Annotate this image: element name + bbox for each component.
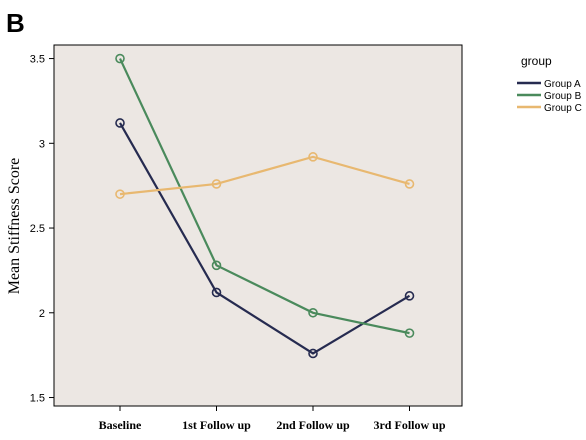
panel-label: B [6,8,25,38]
series-line-group-c [119,155,410,196]
data-point-group-a [115,118,125,128]
series-line-group-b [119,58,410,335]
series-line-group-a [119,122,411,355]
series-layer [115,53,415,359]
x-axis: Baseline 1st Follow up 2nd Follow up 3rd Fo… [99,406,446,432]
data-point-group-a [211,287,222,298]
x-tick-label: Baseline [99,418,142,432]
legend-label-group-a: Group A [544,79,581,90]
x-tick-label: 1st Follow up [182,418,251,432]
y-tick-label: 1.5 [30,393,45,405]
x-tick-label: 2nd Follow up [276,418,350,432]
plot-area [53,44,463,407]
data-point-group-c [404,179,415,189]
legend-label-group-b: Group B [544,91,582,102]
data-point-group-b [308,307,318,318]
data-point-group-b [211,260,222,271]
data-point-group-c [211,179,222,189]
y-tick-label: 2 [39,308,45,320]
y-tick-label: 3 [39,138,45,150]
data-point-group-a [308,348,318,359]
y-axis-label: Mean Stiffness Score [6,158,23,295]
x-tick-label: 3rd Follow up [373,418,445,432]
data-point-group-c [308,152,318,162]
legend-label-group-c: Group C [544,103,582,114]
data-point-group-b [115,53,125,64]
y-tick-label: 3.5 [30,54,45,66]
y-axis: 1.5 2 2.5 3 3.5 [30,54,54,405]
data-point-group-a [404,291,415,301]
data-point-group-c [115,189,125,199]
y-tick-label: 2.5 [30,223,45,235]
legend-title: group [521,54,552,68]
data-point-group-b [404,328,415,338]
